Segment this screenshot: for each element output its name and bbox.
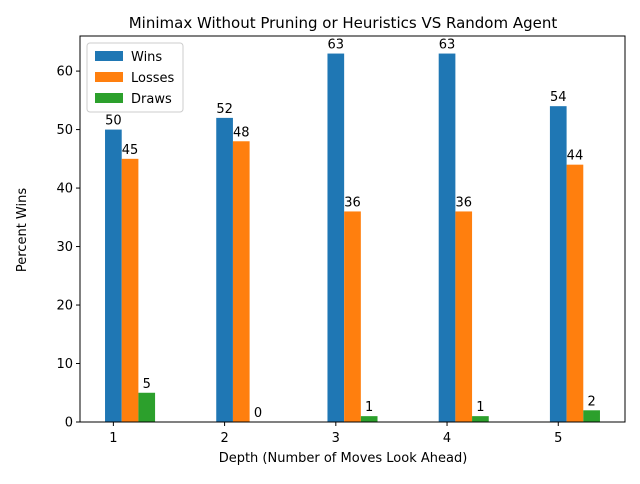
data-label-draws-3: 1 bbox=[365, 400, 373, 415]
y-tick-label-40: 40 bbox=[56, 182, 73, 197]
bar-draws-3 bbox=[360, 416, 378, 422]
x-tick-label-1: 1 bbox=[109, 431, 117, 446]
y-tick-label-60: 60 bbox=[56, 65, 73, 80]
bar-losses-1 bbox=[121, 158, 139, 422]
data-label-draws-2: 0 bbox=[254, 406, 262, 421]
bar-losses-2 bbox=[232, 141, 250, 422]
legend-label-losses: Losses bbox=[131, 71, 175, 86]
data-label-wins-3: 63 bbox=[328, 38, 345, 53]
data-label-wins-5: 54 bbox=[550, 90, 567, 105]
axes-frame bbox=[79, 35, 626, 423]
legend-swatch-wins bbox=[95, 51, 123, 61]
chart-title: Minimax Without Pruning or Heuristics VS… bbox=[129, 14, 558, 32]
x-tick-label-3: 3 bbox=[332, 431, 340, 446]
data-label-losses-2: 48 bbox=[233, 125, 250, 140]
x-tick-label-4: 4 bbox=[443, 431, 451, 446]
y-axis-label: Percent Wins bbox=[15, 188, 30, 272]
x-tick-label-5: 5 bbox=[554, 431, 562, 446]
bar-losses-5 bbox=[566, 164, 584, 423]
bar-losses-3 bbox=[344, 211, 361, 422]
x-tick-label-2: 2 bbox=[220, 431, 228, 446]
data-label-wins-2: 52 bbox=[216, 102, 233, 117]
data-label-losses-3: 36 bbox=[344, 195, 361, 210]
bar-draws-5 bbox=[583, 410, 600, 422]
x-axis-label: Depth (Number of Moves Look Ahead) bbox=[219, 451, 468, 466]
bar-draws-4 bbox=[472, 416, 489, 422]
data-label-wins-4: 63 bbox=[439, 38, 456, 53]
y-tick-label-0: 0 bbox=[65, 416, 73, 431]
legend: Wins Losses Draws bbox=[86, 42, 184, 113]
data-label-draws-4: 1 bbox=[476, 400, 484, 415]
y-tick-label-10: 10 bbox=[56, 357, 73, 372]
bar-wins-5 bbox=[549, 106, 567, 423]
legend-label-draws: Draws bbox=[131, 92, 172, 107]
legend-label-wins: Wins bbox=[131, 50, 162, 65]
y-tick-label-30: 30 bbox=[56, 240, 73, 255]
bar-wins-3 bbox=[327, 53, 345, 423]
bar-wins-1 bbox=[105, 129, 122, 422]
legend-swatch-draws bbox=[95, 93, 123, 103]
data-label-losses-5: 44 bbox=[567, 149, 584, 164]
bar-wins-2 bbox=[216, 117, 233, 422]
bar-draws-1 bbox=[138, 392, 156, 422]
data-label-wins-1: 50 bbox=[105, 114, 122, 129]
legend-swatch-losses bbox=[95, 72, 123, 82]
bars-layer bbox=[105, 53, 600, 423]
y-tick-label-20: 20 bbox=[56, 299, 73, 314]
y-tick-label-50: 50 bbox=[56, 123, 73, 138]
data-label-draws-5: 2 bbox=[587, 394, 595, 409]
bar-losses-4 bbox=[455, 211, 473, 422]
data-label-losses-1: 45 bbox=[122, 143, 139, 158]
data-label-draws-1: 5 bbox=[143, 377, 151, 392]
bar-wins-4 bbox=[438, 53, 456, 423]
data-label-losses-4: 36 bbox=[455, 195, 472, 210]
